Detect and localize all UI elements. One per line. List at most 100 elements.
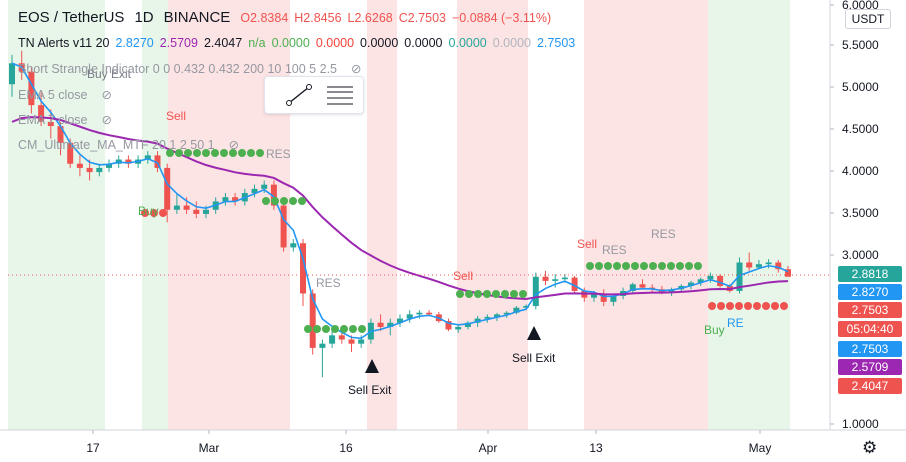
currency-button[interactable]: USDT	[845, 9, 891, 29]
candle-body	[765, 262, 772, 265]
support-dot	[159, 209, 167, 217]
signal-zone	[168, 0, 290, 430]
resistance-dot	[694, 262, 702, 270]
resistance-dot	[271, 197, 279, 205]
resistance-dot	[166, 149, 174, 157]
support-dot	[735, 302, 743, 310]
eye-hidden-icon[interactable]: ⊘	[101, 88, 112, 102]
candle-body	[474, 318, 481, 323]
indicator-value: 0.0000	[360, 36, 399, 50]
support-dot	[150, 209, 158, 217]
candle-body	[319, 343, 326, 348]
chart-annotation: Sell Exit	[512, 351, 556, 365]
x-tick-label: Mar	[199, 441, 220, 455]
chart-annotation: RES	[602, 243, 627, 257]
candle-body	[338, 335, 345, 340]
indicator-value: 2.5709	[159, 36, 198, 50]
resistance-dot	[331, 325, 339, 333]
support-dot	[708, 302, 716, 310]
resistance-dot	[649, 262, 657, 270]
gear-icon[interactable]: ⚙	[862, 438, 878, 457]
candle-body	[484, 316, 491, 319]
candle-body	[668, 289, 675, 293]
candle-body	[397, 318, 403, 323]
indicator-value: 2.8270	[115, 36, 154, 50]
candle-body	[203, 209, 209, 214]
candle-body	[232, 197, 239, 202]
resistance-dot	[175, 149, 183, 157]
indicator-legend-ema7[interactable]: EMA 7 close ⊘	[18, 112, 112, 128]
indicator-legend-short-strangle[interactable]: Short Strangle Indicator 0 0 0.432 0.432…	[18, 61, 362, 77]
candle-body	[96, 167, 103, 173]
candle-body	[387, 322, 394, 327]
candle-body	[746, 262, 753, 268]
resistance-dot	[595, 262, 603, 270]
resistance-dot	[510, 290, 518, 298]
resistance-dot	[313, 325, 321, 333]
resistance-dot	[340, 325, 348, 333]
resistance-dot	[586, 262, 594, 270]
indicator-name: TN Alerts v11 20	[18, 36, 110, 50]
candle-body	[290, 243, 297, 248]
candle-body	[571, 277, 578, 291]
x-tick-label: 13	[589, 441, 603, 455]
candle-body	[552, 279, 559, 281]
resistance-dot	[238, 149, 246, 157]
indicator-value: n/a	[248, 36, 266, 50]
eye-hidden-icon[interactable]: ⊘	[101, 113, 112, 127]
candle-body	[639, 284, 646, 288]
candle-body	[144, 155, 151, 160]
resistance-dot	[211, 149, 219, 157]
resistance-dot	[193, 149, 201, 157]
eye-hidden-icon[interactable]: ⊘	[351, 62, 362, 76]
x-tick-label: May	[749, 441, 772, 455]
candle-body	[717, 275, 724, 286]
candle-body	[164, 167, 171, 210]
price-axis-label: 2.4047	[838, 378, 902, 394]
support-dot	[726, 302, 734, 310]
support-dot	[141, 209, 149, 217]
chart-annotation: Sell	[166, 109, 186, 123]
x-tick-label: 17	[86, 441, 100, 455]
trend-line-icon[interactable]	[281, 81, 317, 109]
resistance-dot	[349, 325, 357, 333]
slow-ma-line	[11, 116, 789, 300]
support-dot	[753, 302, 761, 310]
candle-body	[300, 243, 306, 294]
indicator-legend-cm-ultimate[interactable]: CM_Ultimate_MA_MTF 20 1 2 50 1 ⊘	[18, 137, 240, 153]
y-tick-label: 4.0000	[842, 164, 879, 178]
candle-body	[125, 159, 132, 164]
signal-zone	[708, 0, 790, 430]
chart-annotation: RES	[316, 276, 341, 290]
resistance-dot	[676, 262, 684, 270]
chart-annotation: Sell Exit	[348, 383, 392, 397]
indicator-legend-tn-alerts[interactable]: TN Alerts v11 20 2.8270 2.5709 2.4047 n/a 0.…	[18, 36, 575, 50]
chart-annotation: Sell	[577, 237, 597, 251]
indicator-value: 2.4047	[203, 36, 243, 50]
drawing-toolbox	[264, 76, 364, 114]
indicator-name: Short Strangle Indicator 0 0 0.432 0.432…	[18, 61, 337, 76]
signal-zone	[367, 0, 397, 430]
candle-body	[193, 209, 200, 214]
chart-annotation: RE	[727, 316, 744, 330]
candle-body	[173, 205, 180, 210]
candle-body	[697, 279, 704, 283]
sell-exit-marker	[365, 359, 379, 373]
ohlc-close: C2.7503	[398, 10, 446, 25]
interval-label[interactable]: 1D	[134, 9, 154, 26]
fib-lines-icon[interactable]	[323, 81, 359, 109]
candle-body	[76, 163, 83, 168]
resistance-dot	[220, 149, 228, 157]
chart-annotation: RES	[651, 227, 676, 241]
candle-body	[523, 306, 530, 308]
eye-hidden-icon[interactable]: ⊘	[228, 138, 240, 152]
candle-body	[688, 282, 694, 286]
support-dot	[780, 302, 788, 310]
ema-line	[11, 62, 789, 340]
candle-body	[251, 188, 258, 194]
indicator-legend-ema5[interactable]: EMA 5 close ⊘	[18, 87, 112, 103]
symbol-name[interactable]: EOS / TetherUS	[18, 9, 125, 26]
resistance-dot	[685, 262, 693, 270]
indicator-value: 0.0000	[315, 36, 355, 50]
